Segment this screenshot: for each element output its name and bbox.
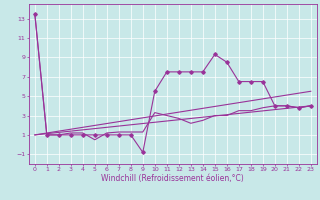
X-axis label: Windchill (Refroidissement éolien,°C): Windchill (Refroidissement éolien,°C): [101, 174, 244, 183]
